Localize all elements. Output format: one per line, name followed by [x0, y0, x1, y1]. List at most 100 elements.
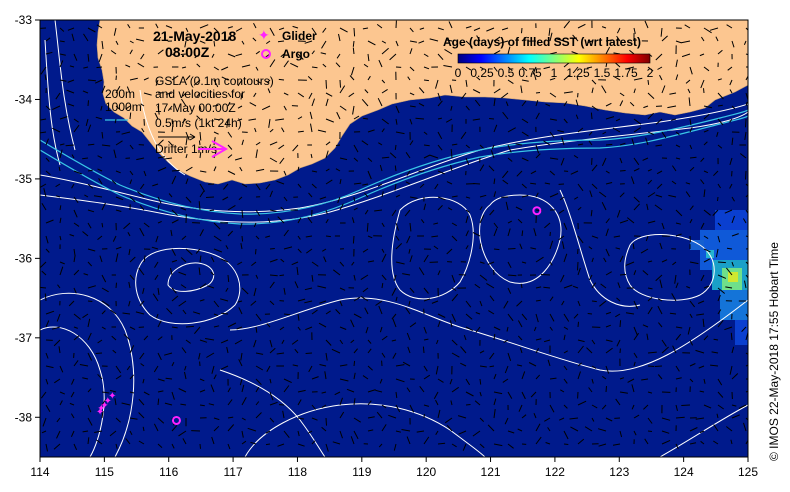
velocity-arrow: [101, 326, 106, 330]
velocity-arrow: [642, 270, 649, 276]
velocity-arrow: [339, 157, 348, 161]
velocity-arrow: [278, 27, 285, 31]
velocity-arrow: [43, 188, 47, 198]
velocity-arrow: [725, 426, 733, 432]
velocity-arrow: [703, 285, 710, 289]
velocity-arrow: [227, 424, 235, 432]
velocity-arrow: [563, 313, 570, 322]
velocity-arrow: [486, 282, 495, 289]
velocity-arrow: [367, 429, 374, 432]
velocity-arrow: [507, 274, 517, 277]
x-tick-label: 115: [95, 465, 114, 479]
velocity-arrow: [632, 243, 635, 250]
velocity-arrow: [409, 66, 415, 72]
sst-legend-title: Age (days) of filled SST (wrt latest): [443, 35, 641, 49]
velocity-arrow: [406, 387, 411, 393]
velocity-arrow: [493, 391, 503, 395]
velocity-arrow: [423, 144, 430, 147]
velocity-arrow: [605, 143, 613, 146]
velocity-arrow: [59, 40, 65, 43]
velocity-arrow: [745, 75, 748, 81]
velocity-arrow: [276, 352, 285, 355]
velocity-arrow: [703, 66, 710, 72]
velocity-arrow: [40, 286, 47, 289]
glider-marker: ✦: [96, 407, 104, 418]
velocity-arrow: [647, 112, 654, 120]
velocity-arrow: [185, 27, 189, 33]
velocity-arrow: [672, 261, 677, 266]
velocity-arrow: [364, 89, 369, 94]
velocity-arrow: [367, 260, 375, 263]
velocity-arrow: [205, 338, 215, 341]
velocity-arrow: [588, 274, 593, 281]
velocity-arrow: [350, 66, 355, 76]
velocity-arrow: [500, 92, 509, 99]
velocity-arrow: [184, 40, 187, 48]
velocity-arrow: [83, 66, 89, 69]
velocity-arrow: [647, 391, 653, 394]
velocity-arrow: [570, 170, 579, 175]
velocity-arrow: [155, 79, 159, 86]
velocity-arrow: [339, 261, 345, 267]
velocity-arrow: [409, 48, 413, 55]
velocity-arrow: [577, 339, 585, 343]
velocity-arrow: [282, 410, 285, 419]
velocity-arrow: [418, 102, 425, 107]
velocity-arrow: [591, 183, 598, 190]
velocity-arrow: [419, 385, 425, 393]
velocity-arrow: [465, 66, 472, 71]
velocity-arrow: [507, 287, 512, 294]
velocity-arrow: [502, 179, 509, 185]
velocity-arrow: [493, 88, 501, 94]
velocity-arrow: [339, 287, 346, 291]
velocity-arrow: [549, 118, 557, 121]
velocity-arrow: [520, 283, 523, 289]
velocity-arrow: [339, 79, 341, 88]
velocity-arrow: [743, 422, 747, 432]
velocity-arrow: [684, 24, 691, 29]
velocity-arrow: [532, 66, 537, 75]
velocity-arrow: [220, 298, 229, 302]
velocity-arrow: [185, 325, 194, 328]
velocity-arrow: [423, 79, 429, 82]
velocity-arrow: [602, 375, 607, 380]
velocity-arrow: [135, 311, 145, 315]
velocity-arrow: [689, 442, 697, 445]
velocity-arrow: [255, 149, 258, 159]
velocity-arrow: [331, 348, 341, 354]
velocity-arrow: [605, 339, 613, 342]
velocity-arrow: [642, 157, 649, 161]
velocity-arrow: [127, 231, 131, 237]
velocity-arrow: [437, 442, 446, 445]
velocity-arrow: [395, 235, 400, 241]
velocity-arrow: [110, 309, 117, 315]
velocity-arrow: [381, 191, 384, 198]
velocity-arrow: [549, 240, 554, 250]
velocity-arrow: [240, 92, 243, 100]
velocity-arrow: [700, 157, 705, 163]
velocity-arrow: [395, 243, 403, 250]
velocity-arrow: [181, 347, 187, 354]
velocity-arrow: [336, 111, 341, 120]
velocity-arrow: [703, 209, 711, 216]
gsla-line-4: 0.5m/s (1kt 24h): [155, 116, 242, 130]
velocity-arrow: [305, 326, 313, 331]
velocity-arrow: [238, 196, 243, 201]
velocity-arrow: [577, 143, 584, 146]
velocity-arrow: [249, 102, 257, 107]
velocity-arrow: [352, 40, 355, 47]
velocity-arrow: [605, 311, 612, 315]
velocity-arrow: [535, 192, 539, 198]
velocity-arrow: [409, 118, 413, 125]
argo-marker: [532, 206, 542, 216]
velocity-arrow: [475, 312, 481, 315]
velocity-arrow: [136, 157, 145, 161]
velocity-arrow: [479, 144, 484, 149]
velocity-arrow: [381, 404, 387, 409]
velocity-arrow: [507, 46, 511, 55]
velocity-arrow: [563, 350, 568, 354]
velocity-arrow: [535, 153, 541, 159]
velocity-arrow: [588, 387, 593, 393]
velocity-arrow: [198, 140, 201, 146]
velocity-arrow: [487, 261, 495, 265]
